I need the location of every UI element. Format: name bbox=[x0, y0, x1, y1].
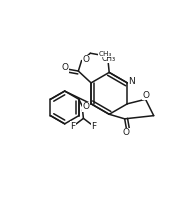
Text: O: O bbox=[142, 91, 149, 100]
Text: F: F bbox=[70, 122, 75, 131]
Text: O: O bbox=[82, 55, 89, 64]
Text: N: N bbox=[128, 77, 135, 86]
Text: O: O bbox=[82, 103, 89, 111]
Text: O: O bbox=[61, 63, 68, 72]
Text: O: O bbox=[123, 128, 130, 137]
Text: CH₃: CH₃ bbox=[98, 51, 112, 56]
Text: F: F bbox=[91, 122, 96, 131]
Text: CH₃: CH₃ bbox=[102, 54, 116, 63]
